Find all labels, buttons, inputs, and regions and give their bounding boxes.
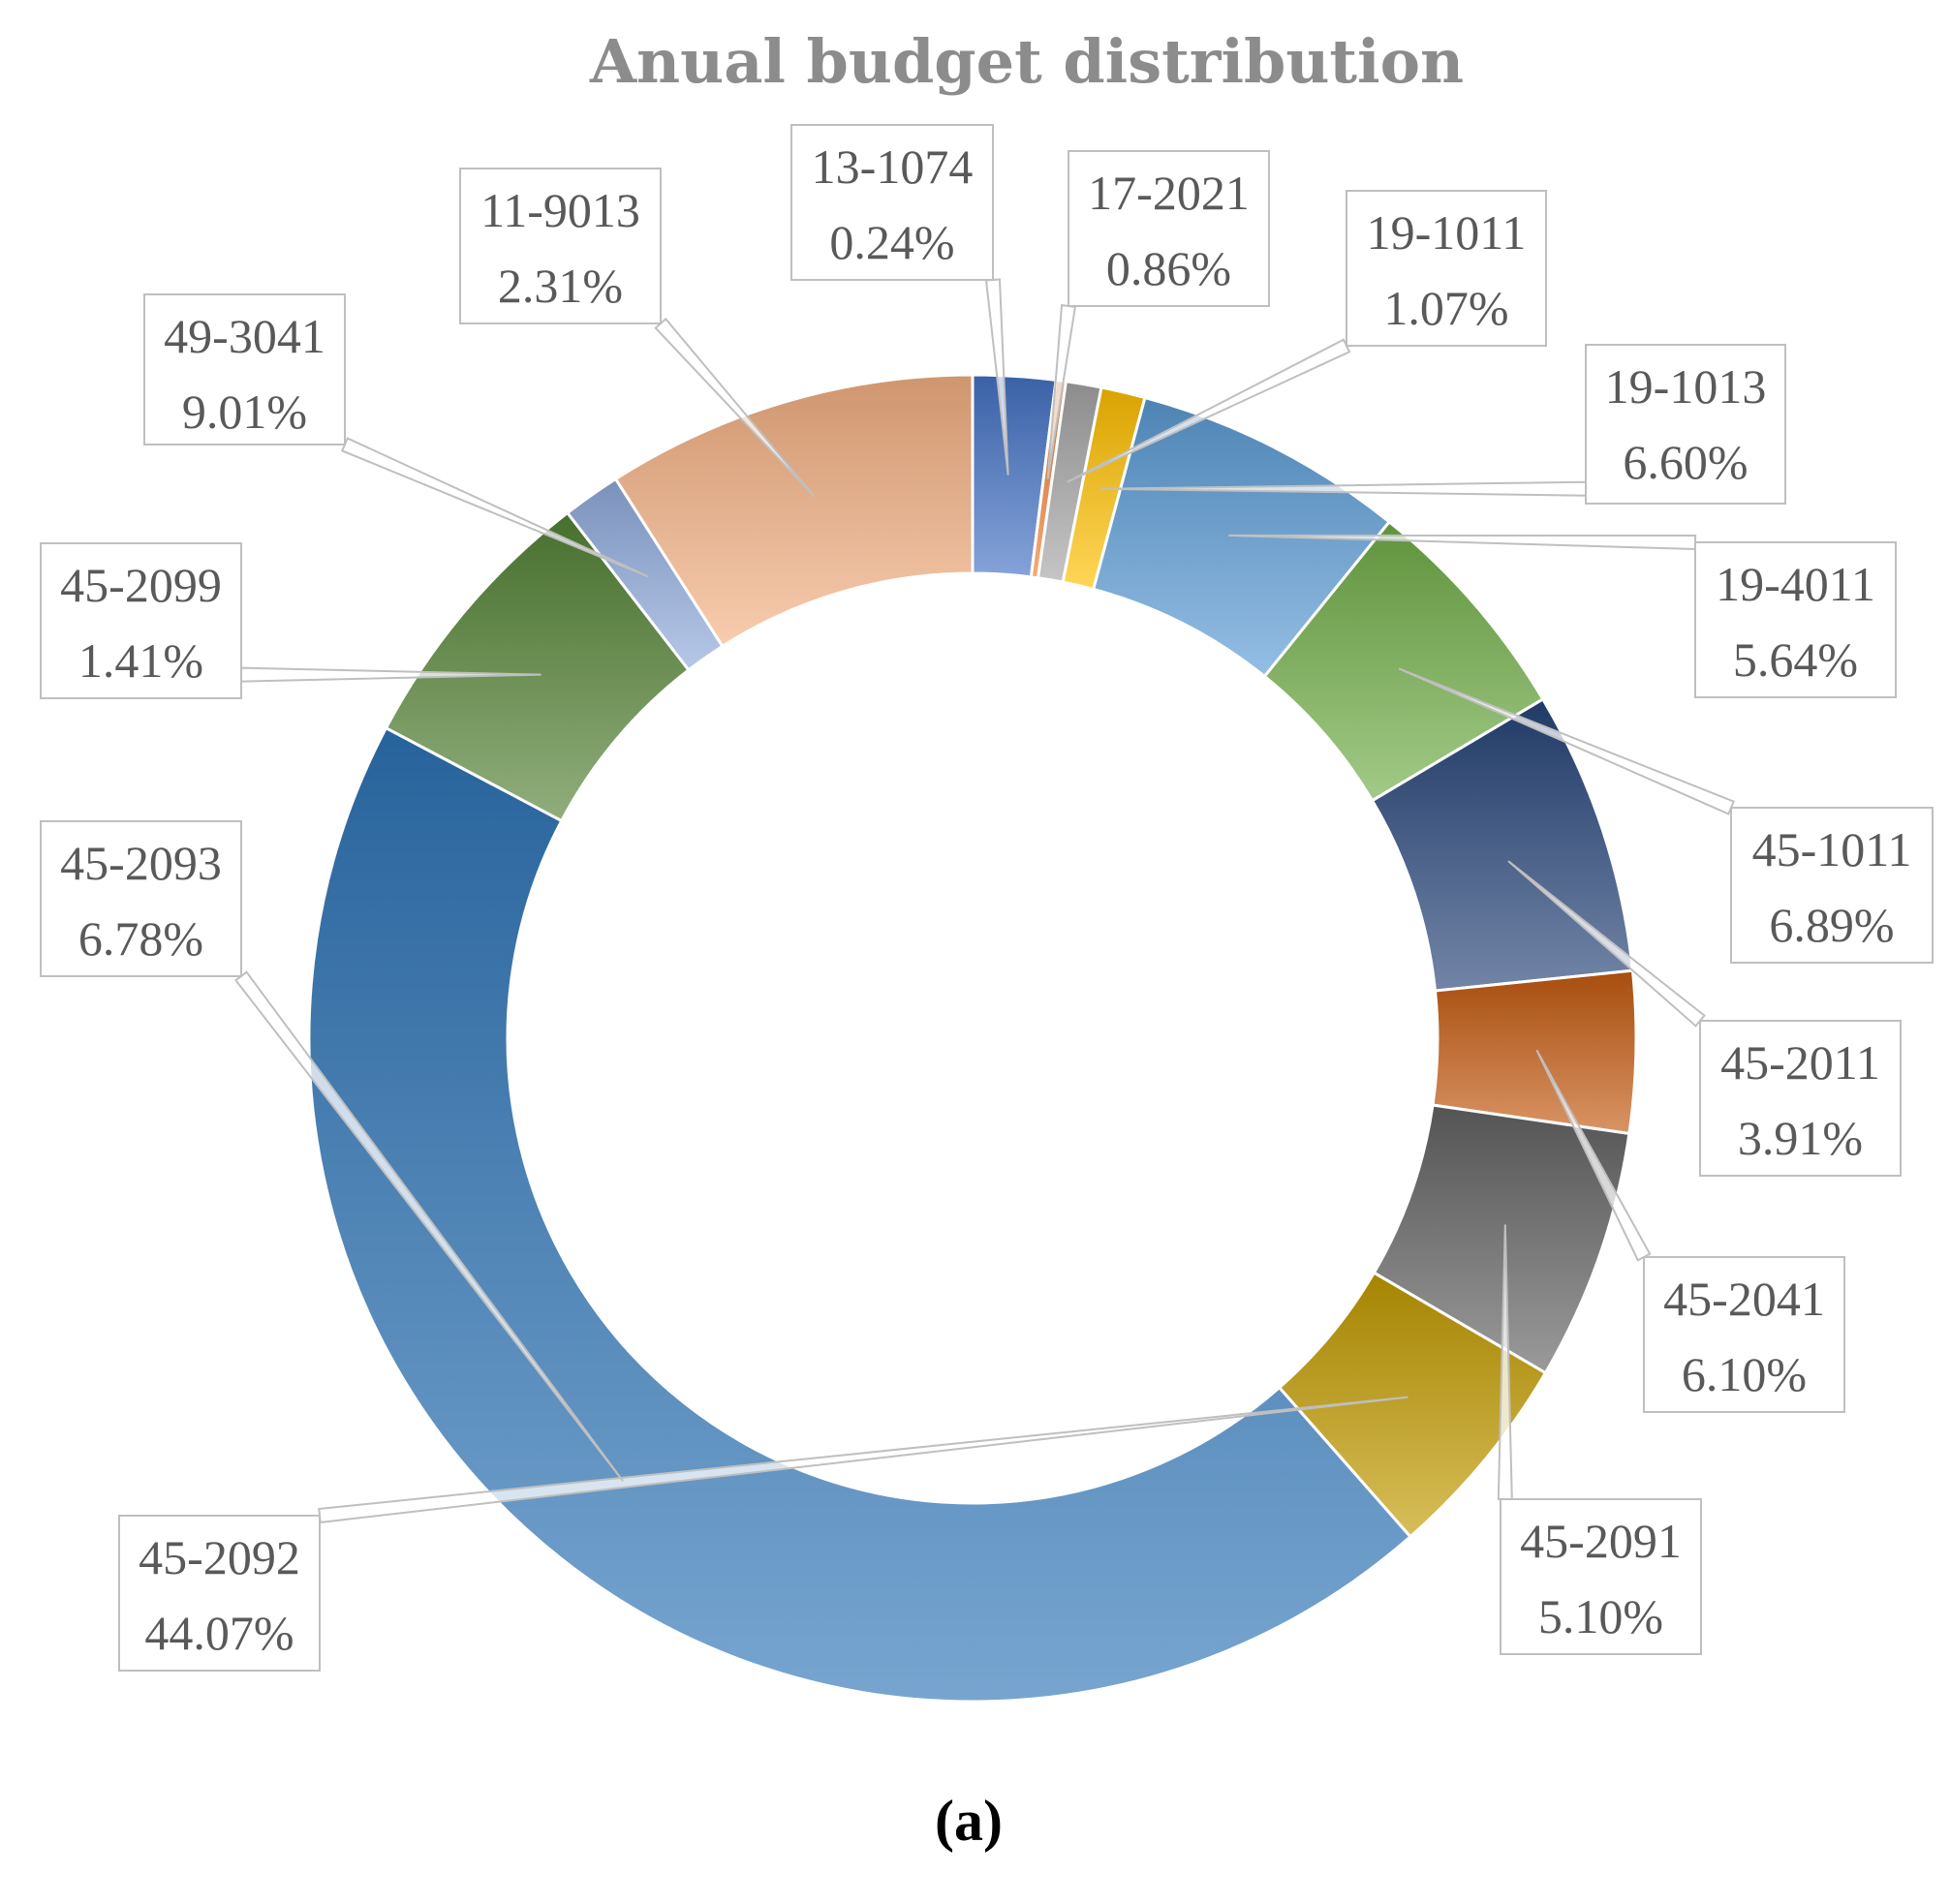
slice-percent-label: 6.89% [1769,898,1894,952]
slice-category-label: 19-1013 [1605,359,1767,414]
slice-percent-label: 2.31% [498,259,623,313]
slice-category-label: 11-9013 [480,183,640,237]
slice-percent-label: 9.01% [182,384,307,439]
label-box [40,542,242,699]
slice-category-label: 19-4011 [1716,557,1875,611]
data-label-49-3041: 49-3041 9.01% [143,293,346,445]
label-box [1694,541,1897,698]
slice-category-label: 45-2091 [1520,1514,1682,1568]
slice-percent-label: 5.10% [1538,1589,1663,1643]
label-box [1346,190,1547,347]
data-label-13-1074: 13-1074 0.24% [790,124,994,281]
slice-percent-label: 1.07% [1383,281,1508,335]
label-box [1643,1256,1845,1413]
label-box [40,820,242,977]
data-label-45-2099: 45-2099 1.41% [40,542,242,699]
slice-category-label: 45-2041 [1663,1272,1825,1326]
slice-category-label: 19-1011 [1367,205,1527,260]
label-box [1730,807,1934,964]
label-box [118,1515,321,1672]
label-box [459,168,662,324]
slice-45-2093 [307,725,1413,1704]
labels-group: 13-10740.24%17-20210.86%19-10111.07%19-1… [40,124,1934,1672]
slice-percent-label: 3.91% [1738,1111,1863,1165]
data-label-45-2041: 45-2041 6.10% [1643,1256,1845,1413]
slice-percent-label: 6.60% [1623,435,1748,489]
slice-category-label: 13-1074 [812,139,974,194]
slice-category-label: 45-1011 [1752,822,1912,876]
data-label-45-2091: 45-2091 5.10% [1500,1498,1702,1655]
slice-category-label: 49-3041 [164,309,325,363]
slice-percent-label: 0.24% [829,215,954,269]
data-label-11-9013: 11-9013 2.31% [459,168,662,324]
chart-title: Anual budget distribution [589,26,1464,97]
slice-percent-label: 1.41% [78,633,203,688]
data-label-45-1011: 45-1011 6.89% [1730,807,1934,964]
data-label-19-1013: 19-1013 6.60% [1585,344,1786,505]
label-box [1068,150,1270,307]
data-label-45-2092: 45-2092 44.07% [118,1515,321,1672]
label-box [143,293,346,445]
slice-percent-label: 0.86% [1106,241,1231,295]
data-label-45-2011: 45-2011 3.91% [1699,1020,1902,1177]
data-label-19-4011: 19-4011 5.64% [1694,541,1897,698]
label-box [1699,1020,1902,1177]
slice-category-label: 45-2093 [60,836,222,890]
slice-category-label: 45-2092 [139,1530,300,1584]
slice-11-9013 [613,373,975,649]
slice-percent-label: 44.07% [144,1606,294,1660]
slice-percent-label: 6.10% [1682,1347,1807,1401]
slice-percent-label: 6.78% [78,911,203,966]
figure-caption: (a) [935,1789,1003,1853]
slice-category-label: 45-2099 [60,558,222,612]
data-label-19-1011: 19-1011 1.07% [1346,190,1547,347]
data-label-45-2093: 45-2093 6.78% [40,820,242,977]
slice-category-label: 45-2011 [1720,1035,1880,1090]
label-box [1585,344,1786,505]
slices-group [307,373,1638,1704]
slice-category-label: 17-2021 [1088,166,1250,220]
data-label-17-2021: 17-2021 0.86% [1068,150,1270,307]
slice-percent-label: 5.64% [1733,632,1858,687]
label-box [1500,1498,1702,1655]
label-box [790,124,994,281]
